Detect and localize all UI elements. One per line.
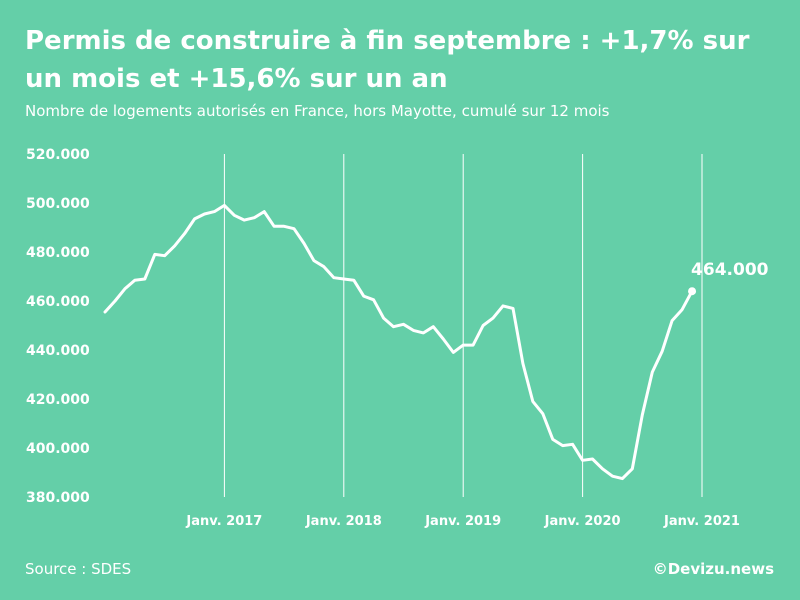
chart-subtitle: Nombre de logements autorisés en France,… (25, 102, 610, 120)
x-tick-label: Janv. 2021 (663, 514, 740, 529)
credit-logo: ©Devizu.news (652, 560, 774, 578)
y-tick-label: 500.000 (26, 196, 90, 212)
y-tick-label: 380.000 (26, 490, 90, 506)
vertical-gridlines (223, 154, 703, 497)
chart-title: Permis de construire à fin septembre : +… (25, 26, 750, 94)
y-tick-label: 520.000 (26, 147, 90, 163)
y-tick-label: 480.000 (26, 245, 90, 261)
series-line (103, 203, 694, 481)
x-tick-label: Janv. 2019 (424, 514, 501, 529)
x-axis-tick-labels: Janv. 2017 Janv. 2018 Janv. 2019 Janv. 2020… (185, 514, 740, 529)
end-value-label: 464.000 (691, 260, 769, 280)
y-tick-label: 420.000 (26, 392, 90, 408)
y-tick-label: 440.000 (26, 343, 90, 359)
source-note: Source : SDES (25, 560, 132, 578)
y-axis-tick-labels: 520.000 500.000 480.000 460.000 440.000 420.0… (26, 147, 90, 506)
y-tick-label: 400.000 (26, 441, 90, 457)
end-point-marker (688, 287, 697, 296)
x-tick-label: Janv. 2017 (185, 514, 262, 529)
x-tick-label: Janv. 2018 (305, 514, 382, 529)
y-tick-label: 460.000 (26, 294, 90, 310)
x-tick-label: Janv. 2020 (544, 514, 621, 529)
